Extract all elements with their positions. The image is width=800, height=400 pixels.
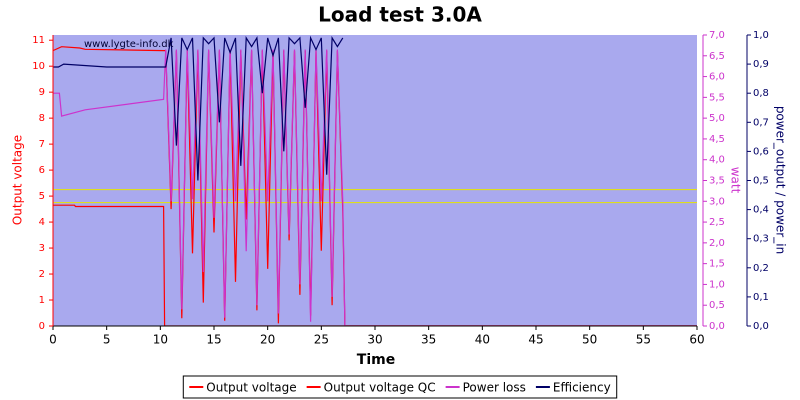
y-tick-label: 0	[39, 321, 45, 332]
y-tick-label: 2	[39, 269, 45, 280]
legend-label: Output voltage	[206, 381, 296, 395]
y3-tick-label: 0,9	[753, 59, 769, 70]
y3-tick-label: 1,0	[753, 30, 769, 41]
x-tick-label: 40	[475, 333, 490, 347]
y2-tick-label: 6,5	[709, 51, 725, 62]
y2-tick-label: 1,0	[709, 279, 725, 290]
y3-tick-label: 0,4	[753, 205, 769, 216]
y-tick-label: 5	[39, 191, 45, 202]
y3-tick-label: 0,8	[753, 88, 769, 99]
y2-tick-label: 2,0	[709, 238, 725, 249]
y3-tick-label: 0,1	[753, 292, 769, 303]
x-tick-label: 55	[636, 333, 651, 347]
y2-tick-label: 0,0	[709, 321, 725, 332]
y2-tick-label: 4,5	[709, 134, 725, 145]
y-tick-label: 9	[39, 87, 45, 98]
y-tick-label: 8	[39, 113, 45, 124]
y3-tick-label: 0,6	[753, 146, 769, 157]
x-tick-label: 0	[49, 333, 57, 347]
y2-tick-label: 6,0	[709, 72, 725, 83]
y2-tick-label: 7,0	[709, 30, 725, 41]
series-line	[53, 204, 697, 326]
chart-title: Load test 3.0A	[318, 3, 482, 27]
y-tick-label: 4	[39, 217, 45, 228]
x-axis-label: Time	[357, 352, 395, 368]
y2-tick-label: 2,5	[709, 217, 725, 228]
y-tick-label: 10	[32, 61, 45, 72]
x-tick-label: 20	[260, 333, 275, 347]
x-tick-label: 25	[314, 333, 329, 347]
x-tick-label: 10	[153, 333, 168, 347]
series-line	[53, 35, 344, 181]
y-tick-label: 7	[39, 139, 45, 150]
legend: Output voltage Output voltage QC Power los…	[182, 375, 618, 399]
plot-background	[53, 35, 697, 326]
y3-tick-label: 0,5	[753, 176, 769, 187]
y3-tick-label: 0,2	[753, 263, 769, 274]
y2-tick-label: 3,5	[709, 176, 725, 187]
legend-label: Output voltage QC	[324, 381, 436, 395]
y3-tick-label: 0,0	[753, 321, 769, 332]
x-tick-label: 30	[367, 333, 382, 347]
y2-tick-label: 5,0	[709, 113, 725, 124]
y3-tick-label: 0,7	[753, 117, 769, 128]
x-tick-label: 50	[582, 333, 597, 347]
legend-label: Efficiency	[553, 381, 611, 395]
legend-box	[182, 375, 618, 399]
legend-label: Power loss	[463, 381, 526, 395]
y-axis-label: Output voltage	[11, 135, 25, 225]
y2-tick-label: 0,5	[709, 300, 725, 311]
x-tick-label: 45	[528, 333, 543, 347]
y3-tick-label: 0,3	[753, 234, 769, 245]
y2-tick-label: 1,5	[709, 259, 725, 270]
x-tick-label: 5	[103, 333, 111, 347]
y2-tick-label: 3,0	[709, 196, 725, 207]
watermark: www.lygte-info.dk	[84, 39, 174, 50]
x-tick-label: 15	[206, 333, 221, 347]
x-tick-label: 60	[689, 333, 704, 347]
y3-axis-label: power_output / power_in	[774, 106, 788, 254]
y-tick-label: 3	[39, 243, 45, 254]
y-tick-label: 1	[39, 295, 45, 306]
y-tick-label: 6	[39, 165, 45, 176]
y2-tick-label: 5,5	[709, 92, 725, 103]
y-tick-label: 11	[32, 35, 45, 46]
y2-axis-label: watt	[729, 167, 743, 194]
x-tick-label: 35	[421, 333, 436, 347]
y2-tick-label: 4,0	[709, 155, 725, 166]
